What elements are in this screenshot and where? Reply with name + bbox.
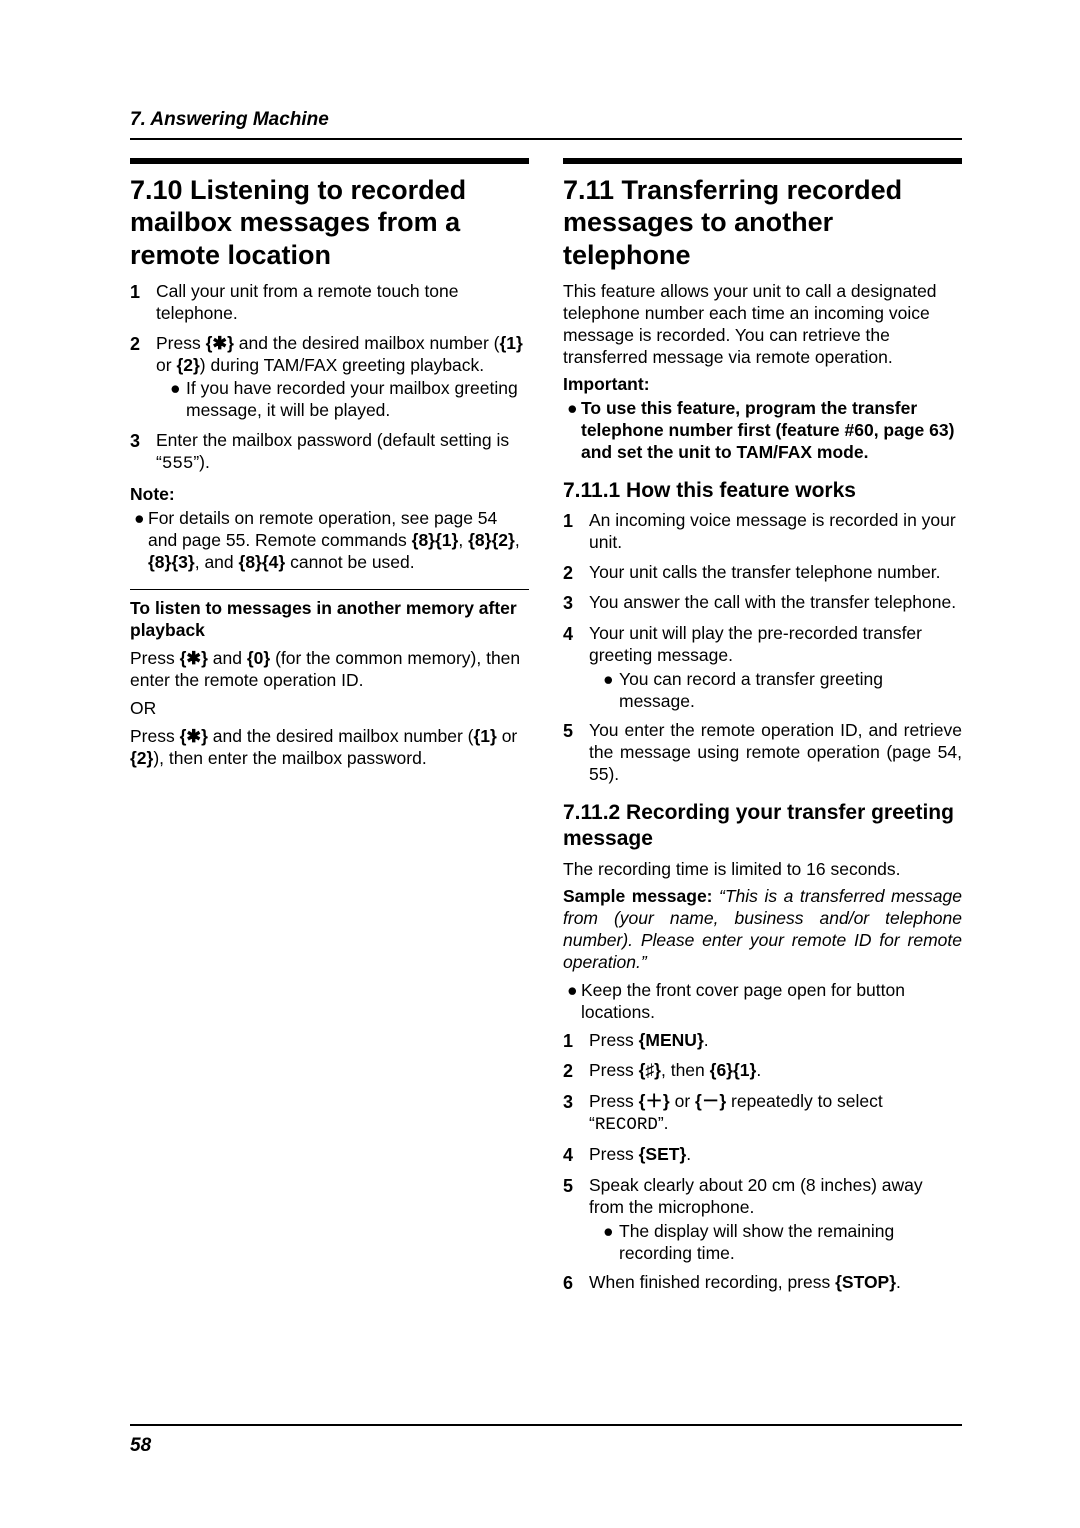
step-number: 3: [563, 592, 589, 615]
step: 3You answer the call with the transfer t…: [563, 592, 962, 615]
s2-intro: The recording time is limited to 16 seco…: [563, 859, 962, 881]
note-label: Note:: [130, 484, 529, 506]
step-text: You enter the remote operation ID, and r…: [589, 720, 962, 786]
page-number: 58: [130, 1434, 962, 1458]
step-text: An incoming voice message is recorded in…: [589, 510, 962, 554]
step-5-main: Speak clearly about 20 cm (8 inches) awa…: [589, 1175, 923, 1217]
important-text: To use this feature, program the transfe…: [581, 398, 962, 464]
s2-bullet: ●Keep the front cover page open for butt…: [563, 980, 962, 1024]
step-number: 1: [563, 1030, 589, 1053]
step-text: Call your unit from a remote touch tone …: [156, 281, 529, 325]
subsection-7-11-1: 7.11.1 How this feature works: [563, 478, 962, 504]
step-2: 2 Press {✱} and the desired mailbox numb…: [130, 333, 529, 423]
bullet-icon: ●: [130, 508, 148, 574]
important-label: Important:: [563, 374, 962, 396]
step-2-main: Press {✱} and the desired mailbox number…: [156, 333, 523, 375]
sub-heading: To listen to messages in another memory …: [130, 598, 529, 642]
steps-7-11-1: 1An incoming voice message is recorded i…: [563, 510, 962, 786]
sub-text: The display will show the remaining reco…: [619, 1221, 962, 1265]
sub-text: If you have recorded your mailbox greeti…: [186, 378, 529, 422]
sub-text: You can record a transfer greeting messa…: [619, 669, 962, 713]
para-or: OR: [130, 698, 529, 720]
step-number: 2: [563, 562, 589, 585]
step: 1An incoming voice message is recorded i…: [563, 510, 962, 554]
bullet-icon: ●: [603, 669, 619, 713]
running-head: 7. Answering Machine: [130, 108, 962, 132]
step-text: Your unit will play the pre-recorded tra…: [589, 623, 962, 713]
s2-bullet-list: ●Keep the front cover page open for butt…: [563, 980, 962, 1024]
steps-7-11-2: 1Press {MENU}. 2Press {♯}, then {6}{1}. …: [563, 1030, 962, 1295]
subsection-7-11-2: 7.11.2 Recording your transfer greeting …: [563, 800, 962, 853]
step-3: 3 Enter the mailbox password (default se…: [130, 430, 529, 476]
sample-label: Sample message:: [563, 886, 713, 906]
step-text: Press {✱} and the desired mailbox number…: [156, 333, 529, 423]
note-list: ● For details on remote operation, see p…: [130, 508, 529, 574]
step-number: 3: [130, 430, 156, 476]
section-bar: [563, 158, 962, 164]
step-text: Enter the mailbox password (default sett…: [156, 430, 529, 476]
footer-rule: [130, 1424, 962, 1426]
step: 1Press {MENU}.: [563, 1030, 962, 1053]
step-number: 5: [563, 1175, 589, 1265]
code-555: 555: [162, 454, 194, 474]
step: 4Press {SET}.: [563, 1144, 962, 1167]
step-number: 4: [563, 1144, 589, 1167]
step-text: Press {MENU}.: [589, 1030, 962, 1053]
step-text: You answer the call with the transfer te…: [589, 592, 962, 615]
step-number: 4: [563, 623, 589, 713]
step-number: 2: [563, 1060, 589, 1083]
bullet-text: Keep the front cover page open for butto…: [581, 980, 962, 1024]
step-number: 6: [563, 1272, 589, 1295]
para-2: Press {✱} and the desired mailbox number…: [130, 726, 529, 770]
step-text: Press {♯}, then {6}{1}.: [589, 1060, 962, 1083]
right-column: 7.11 Transferring recorded messages to a…: [563, 158, 962, 1303]
step-number: 1: [130, 281, 156, 325]
note-item: ● For details on remote operation, see p…: [130, 508, 529, 574]
step: 5You enter the remote operation ID, and …: [563, 720, 962, 786]
step-2-sub: ● If you have recorded your mailbox gree…: [156, 378, 529, 422]
step-number: 5: [563, 720, 589, 786]
bullet-icon: ●: [603, 1221, 619, 1265]
step: 4 Your unit will play the pre-recorded t…: [563, 623, 962, 713]
two-column-layout: 7.10 Listening to recorded mailbox messa…: [130, 158, 962, 1303]
section-bar: [130, 158, 529, 164]
step-text: Press {SET}.: [589, 1144, 962, 1167]
step-3-post: ”).: [193, 452, 210, 472]
steps-7-10: 1 Call your unit from a remote touch ton…: [130, 281, 529, 476]
step-text: Speak clearly about 20 cm (8 inches) awa…: [589, 1175, 962, 1265]
step-4-main: Your unit will play the pre-recorded tra…: [589, 623, 922, 665]
left-column: 7.10 Listening to recorded mailbox messa…: [130, 158, 529, 1303]
step: 2Press {♯}, then {6}{1}.: [563, 1060, 962, 1083]
important-list: ● To use this feature, program the trans…: [563, 398, 962, 464]
important-item: ● To use this feature, program the trans…: [563, 398, 962, 464]
bullet-icon: ●: [563, 398, 581, 464]
step: 2Your unit calls the transfer telephone …: [563, 562, 962, 585]
step: 6When finished recording, press {STOP}.: [563, 1272, 962, 1295]
step-4-sub: ●You can record a transfer greeting mess…: [589, 669, 962, 713]
bullet-icon: ●: [563, 980, 581, 1024]
header-rule: [130, 138, 962, 140]
step: 3Press {＋} or {－} repeatedly to select “…: [563, 1091, 962, 1137]
para-1: Press {✱} and {0} (for the common memory…: [130, 648, 529, 692]
step-text: When finished recording, press {STOP}.: [589, 1272, 962, 1295]
step: 5 Speak clearly about 20 cm (8 inches) a…: [563, 1175, 962, 1265]
step-number: 2: [130, 333, 156, 423]
step-1: 1 Call your unit from a remote touch ton…: [130, 281, 529, 325]
bullet-icon: ●: [170, 378, 186, 422]
step-number: 3: [563, 1091, 589, 1137]
step-text: Your unit calls the transfer telephone n…: [589, 562, 962, 585]
note-text: For details on remote operation, see pag…: [148, 508, 529, 574]
intro-7-11: This feature allows your unit to call a …: [563, 281, 962, 369]
code-record: RECORD: [595, 1115, 658, 1135]
section-title-7-10: 7.10 Listening to recorded mailbox messa…: [130, 174, 529, 271]
sub-rule: [130, 589, 529, 590]
step-text: Press {＋} or {－} repeatedly to select “R…: [589, 1091, 962, 1137]
section-title-7-11: 7.11 Transferring recorded messages to a…: [563, 174, 962, 271]
step-number: 1: [563, 510, 589, 554]
step-5-sub: ●The display will show the remaining rec…: [589, 1221, 962, 1265]
sample-message: Sample message: “This is a transferred m…: [563, 886, 962, 974]
